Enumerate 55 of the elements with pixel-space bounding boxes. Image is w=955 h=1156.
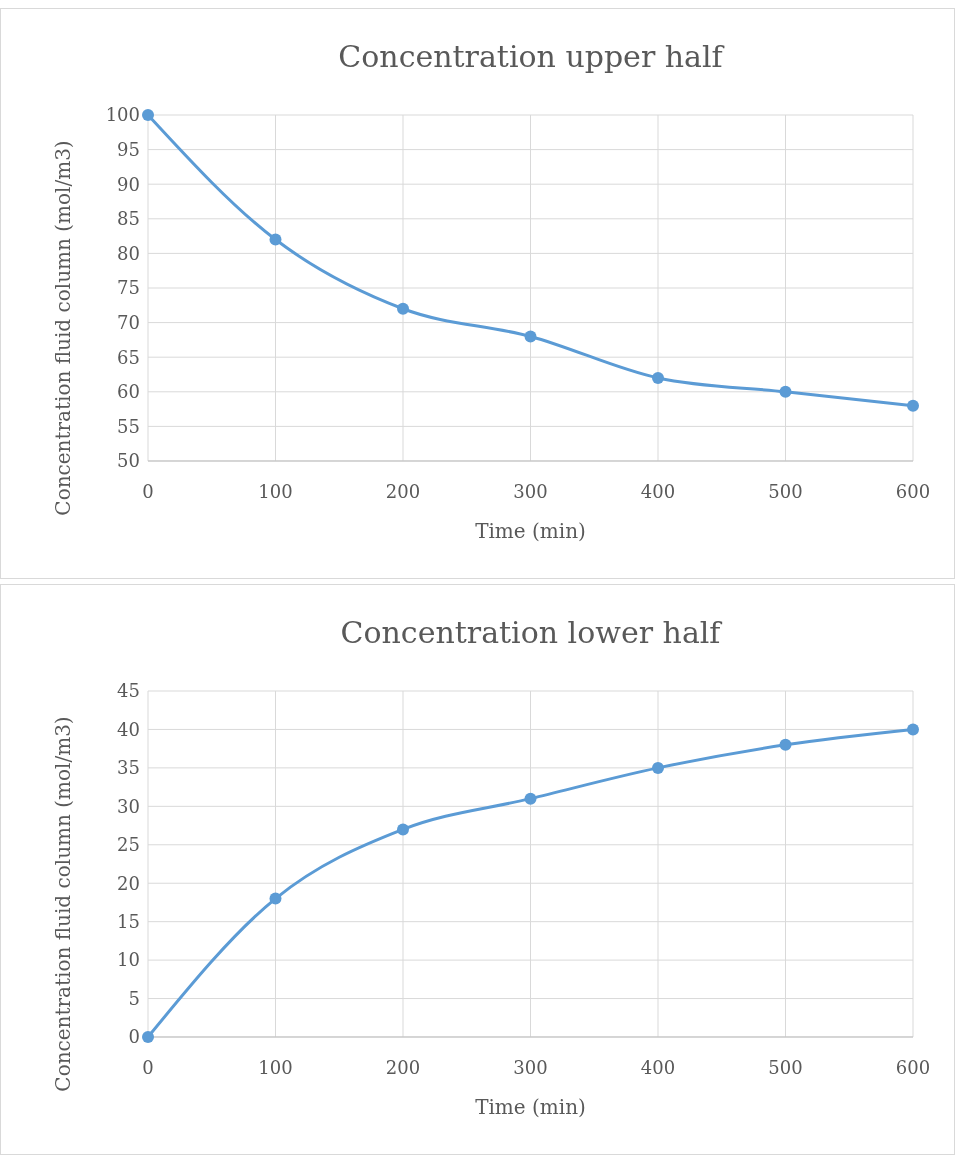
point <box>269 233 282 246</box>
y-tick-label: 100 <box>105 104 140 126</box>
x-tick-label: 400 <box>640 1057 676 1078</box>
y-tick-label: 30 <box>117 795 140 817</box>
x-tick-label: 0 <box>142 1057 154 1078</box>
x-tick-label: 500 <box>768 481 803 502</box>
point <box>142 1031 154 1043</box>
x-axis-title: Time (min) <box>475 519 586 543</box>
y-tick-label: 40 <box>117 718 140 740</box>
x-tick-label: 300 <box>513 1057 548 1078</box>
point <box>907 723 919 736</box>
y-tick-label: 50 <box>117 450 140 472</box>
point <box>269 892 282 905</box>
x-tick-label: 100 <box>258 481 293 502</box>
x-tick-label: 500 <box>768 1057 803 1078</box>
point <box>142 109 154 121</box>
point <box>779 385 792 398</box>
x-tick-label: 0 <box>142 481 154 502</box>
y-tick-label: 80 <box>117 242 140 264</box>
y-tick-label: 60 <box>117 381 140 403</box>
point <box>652 371 664 384</box>
y-tick-label: 25 <box>117 834 140 856</box>
y-tick-label: 5 <box>128 987 140 1009</box>
y-tick-label: 65 <box>117 346 140 368</box>
y-tick-label: 10 <box>117 949 140 971</box>
x-tick-label: 200 <box>385 481 421 502</box>
point <box>397 823 409 836</box>
y-tick-label: 0 <box>128 1026 140 1048</box>
y-tick-label: 55 <box>117 415 140 437</box>
y-tick-label: 95 <box>117 138 140 160</box>
x-axis-title: Time (min) <box>475 1095 586 1119</box>
chart-title: Concentration upper half <box>338 39 725 74</box>
x-tick-label: 200 <box>385 1057 421 1078</box>
y-axis-title: Concentration fluid column (mol/m3) <box>51 716 75 1092</box>
y-tick-label: 45 <box>117 680 140 702</box>
x-tick-label: 600 <box>895 1057 931 1078</box>
y-tick-label: 85 <box>117 208 140 230</box>
chart-title: Concentration lower half <box>340 615 723 650</box>
y-tick-label: 70 <box>117 311 140 333</box>
x-tick-label: 100 <box>258 1057 293 1078</box>
y-tick-label: 75 <box>117 277 140 299</box>
x-tick-label: 400 <box>640 481 676 502</box>
point <box>907 399 919 412</box>
y-tick-label: 20 <box>117 872 140 894</box>
y-tick-label: 90 <box>117 173 140 195</box>
point <box>652 761 664 774</box>
point <box>779 738 792 751</box>
x-tick-label: 300 <box>513 481 548 502</box>
point <box>524 792 537 805</box>
y-axis-title: Concentration fluid column (mol/m3) <box>51 140 75 516</box>
point <box>397 302 409 315</box>
y-tick-label: 35 <box>117 757 140 779</box>
point <box>524 330 537 343</box>
x-tick-label: 600 <box>895 481 931 502</box>
y-tick-label: 15 <box>117 910 140 932</box>
